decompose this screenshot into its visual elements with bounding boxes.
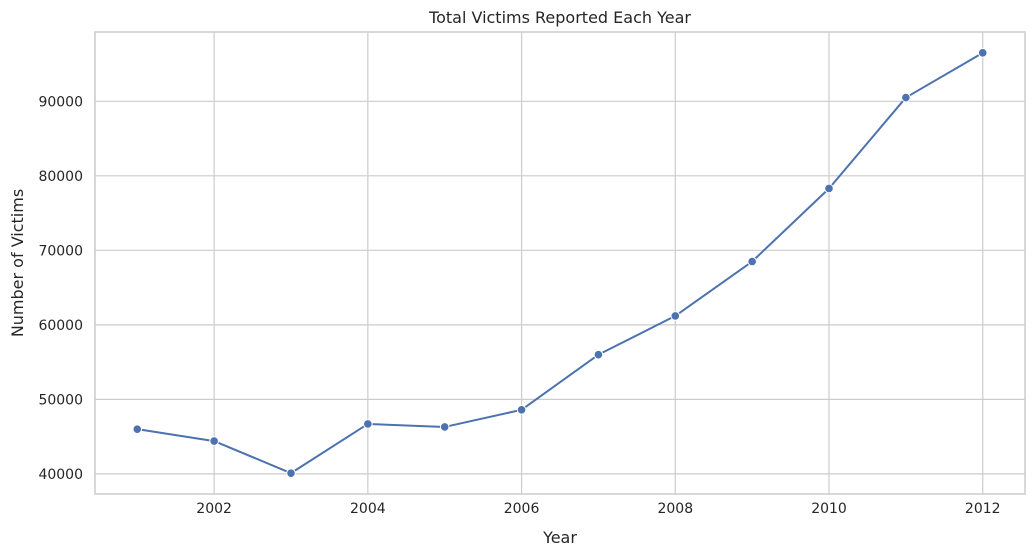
plot-frame [94, 31, 1026, 495]
y-axis-ticks: 40000 50000 60000 70000 80000 90000 [38, 94, 83, 483]
chart-title: Total Victims Reported Each Year [428, 8, 691, 27]
data-point [516, 405, 527, 415]
y-tick-label: 60000 [38, 318, 83, 334]
series-line [136, 51, 984, 475]
y-tick-label: 90000 [38, 94, 83, 110]
y-tick-label: 50000 [38, 392, 83, 408]
x-axis-ticks: 2002 2004 2006 2008 2010 2012 [196, 501, 1000, 517]
x-tick-label: 2012 [965, 501, 1001, 517]
data-point [901, 92, 911, 103]
data-point [977, 48, 988, 58]
y-tick-label: 80000 [38, 169, 83, 185]
data-point [593, 349, 604, 360]
data-point [286, 468, 296, 478]
y-tick-label: 40000 [38, 467, 83, 483]
data-point [824, 183, 834, 194]
x-tick-label: 2008 [657, 501, 693, 517]
x-tick-label: 2004 [350, 501, 386, 517]
y-tick-label: 70000 [38, 243, 83, 259]
data-point [132, 424, 143, 434]
x-tick-label: 2002 [196, 501, 232, 517]
series-layer [132, 48, 988, 478]
data-point [209, 436, 219, 446]
data-point [747, 256, 757, 267]
y-axis-title: Number of Victims [8, 189, 27, 337]
x-tick-label: 2006 [504, 501, 540, 517]
data-point [439, 422, 450, 432]
grid-layer [95, 32, 1025, 494]
data-point [670, 311, 681, 321]
x-tick-label: 2010 [811, 501, 847, 517]
data-point [363, 419, 373, 429]
x-axis-title: Year [542, 528, 577, 547]
